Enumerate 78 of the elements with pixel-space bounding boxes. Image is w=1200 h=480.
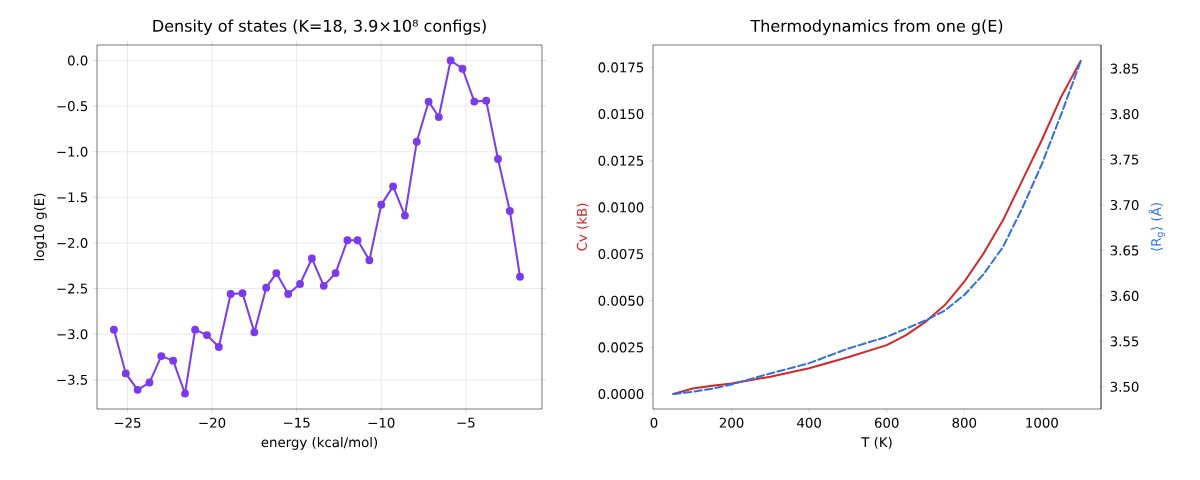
point xyxy=(446,56,455,65)
y2-tick-label: 3.70 xyxy=(1110,199,1139,211)
y-tick-label: 0.0150 xyxy=(598,109,644,120)
point xyxy=(319,281,328,290)
point xyxy=(412,137,421,146)
point xyxy=(353,236,362,245)
point xyxy=(169,356,178,365)
point xyxy=(121,369,130,378)
point xyxy=(296,280,304,288)
y2-tick-label: 3.60 xyxy=(1110,290,1139,301)
y-tick-label: 0.0125 xyxy=(598,155,644,166)
x-axis-title: energy (kcal/mol) xyxy=(261,436,378,450)
point xyxy=(262,283,271,292)
point xyxy=(343,236,352,245)
x-tick-label: −10 xyxy=(368,417,395,428)
y-tick-label: −1.5 xyxy=(57,192,88,203)
point xyxy=(516,272,524,281)
point xyxy=(238,289,247,298)
y2-tick-label: 3.55 xyxy=(1110,336,1139,347)
point xyxy=(272,269,281,278)
point xyxy=(250,328,259,337)
x-axis-title: T (K) xyxy=(861,436,892,449)
point xyxy=(389,182,398,191)
point xyxy=(284,290,293,298)
x-tick-label: −5 xyxy=(457,417,475,428)
y-tick-label: 0.0175 xyxy=(598,62,644,73)
point xyxy=(377,200,386,209)
point xyxy=(494,155,502,163)
y-tick-label: 0.0000 xyxy=(598,389,644,400)
point xyxy=(424,97,433,106)
point xyxy=(133,385,142,394)
x-tick-label: 0 xyxy=(650,417,658,428)
y-tick-label: 0.0100 xyxy=(598,202,644,213)
point xyxy=(214,343,223,351)
point xyxy=(145,378,154,387)
y-tick-label: −3.5 xyxy=(57,374,88,385)
y-tick-label: −3.0 xyxy=(57,329,88,340)
y-tick-label: −0.5 xyxy=(57,101,88,112)
point xyxy=(109,325,118,334)
x-tick-label: 400 xyxy=(797,417,821,428)
point xyxy=(482,96,491,105)
x-tick-label: 1000 xyxy=(1026,417,1058,428)
y-axis-title: Cv (kB) xyxy=(576,203,589,251)
y-tick-label: −1.0 xyxy=(57,146,88,157)
point xyxy=(191,325,200,334)
x-tick-label: 600 xyxy=(874,417,899,428)
y-tick-label: −2.0 xyxy=(57,237,88,249)
x-tick-label: −15 xyxy=(284,417,310,428)
y-axis-title: log10 g(E) xyxy=(33,193,47,261)
y-tick-label: −2.5 xyxy=(57,283,88,294)
chart-title: Density of states (K=18, 3.9×10⁸ configs) xyxy=(153,19,486,35)
point xyxy=(434,113,443,122)
point xyxy=(470,97,479,106)
y2-tick-label: 3.65 xyxy=(1110,245,1139,256)
x-tick-label: 200 xyxy=(719,417,744,428)
point xyxy=(505,207,514,215)
x-tick-label: −25 xyxy=(114,417,141,428)
y2-tick-label: 3.50 xyxy=(1110,381,1139,392)
point xyxy=(458,64,467,73)
point xyxy=(226,290,235,298)
y2-tick-label: 3.75 xyxy=(1110,154,1139,165)
point xyxy=(331,269,340,278)
y2-tick-label: 3.85 xyxy=(1110,63,1139,74)
chart-title: Thermodynamics from one g(E) xyxy=(750,19,1003,35)
y-tick-label: 0.0075 xyxy=(598,249,644,260)
y2-axis-title: ⟨R$_{g}$⟩ (Å) xyxy=(1148,203,1165,251)
point xyxy=(365,256,374,265)
point xyxy=(181,389,189,398)
y2-tick-label: 3.80 xyxy=(1110,109,1139,120)
point xyxy=(307,254,316,263)
point xyxy=(401,211,409,220)
point xyxy=(157,352,166,361)
point xyxy=(203,331,211,340)
y-tick-label: 0.0 xyxy=(67,55,88,66)
y-tick-label: 0.0025 xyxy=(598,342,644,353)
x-tick-label: −20 xyxy=(199,417,226,428)
x-tick-label: 800 xyxy=(952,417,977,428)
y-tick-label: 0.0050 xyxy=(598,295,644,306)
